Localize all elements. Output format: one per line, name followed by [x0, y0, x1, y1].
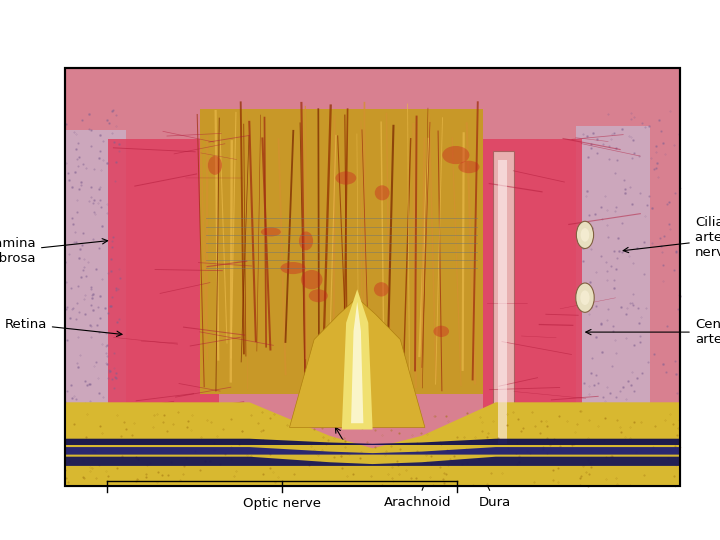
- Ellipse shape: [375, 185, 390, 200]
- Ellipse shape: [580, 228, 589, 242]
- Bar: [200, 109, 483, 394]
- Ellipse shape: [442, 146, 469, 164]
- Ellipse shape: [261, 227, 281, 237]
- Polygon shape: [65, 438, 680, 445]
- Text: Ciliary
arteries and
nerves: Ciliary arteries and nerves: [624, 216, 720, 259]
- Polygon shape: [65, 457, 680, 466]
- Polygon shape: [65, 402, 680, 486]
- Ellipse shape: [459, 161, 480, 173]
- Ellipse shape: [299, 232, 313, 251]
- Bar: [65, 130, 127, 465]
- Ellipse shape: [301, 270, 323, 289]
- Text: Retina: Retina: [4, 318, 122, 336]
- Ellipse shape: [336, 171, 356, 185]
- Ellipse shape: [577, 221, 593, 248]
- Ellipse shape: [580, 291, 590, 305]
- Text: Arachnoid: Arachnoid: [384, 464, 451, 509]
- Ellipse shape: [576, 283, 594, 312]
- Ellipse shape: [208, 156, 222, 175]
- Bar: [492, 151, 514, 453]
- Bar: [483, 139, 582, 465]
- Bar: [108, 139, 219, 465]
- Bar: [498, 159, 508, 444]
- Bar: [576, 126, 649, 453]
- Text: Central
artery: Central artery: [586, 318, 720, 346]
- Polygon shape: [342, 289, 373, 429]
- Bar: [65, 68, 680, 486]
- Text: Dura: Dura: [477, 464, 511, 509]
- Text: Optic nerve: Optic nerve: [243, 497, 321, 510]
- Text: Lamina
cribrosa: Lamina cribrosa: [0, 237, 107, 265]
- Polygon shape: [65, 447, 680, 455]
- Polygon shape: [289, 298, 425, 428]
- Ellipse shape: [281, 262, 305, 274]
- Ellipse shape: [309, 289, 328, 302]
- Ellipse shape: [433, 326, 449, 337]
- Text: Central indentation of optic disc: Central indentation of optic disc: [251, 427, 466, 472]
- Bar: [65, 68, 680, 486]
- Ellipse shape: [374, 282, 389, 296]
- Polygon shape: [351, 302, 364, 423]
